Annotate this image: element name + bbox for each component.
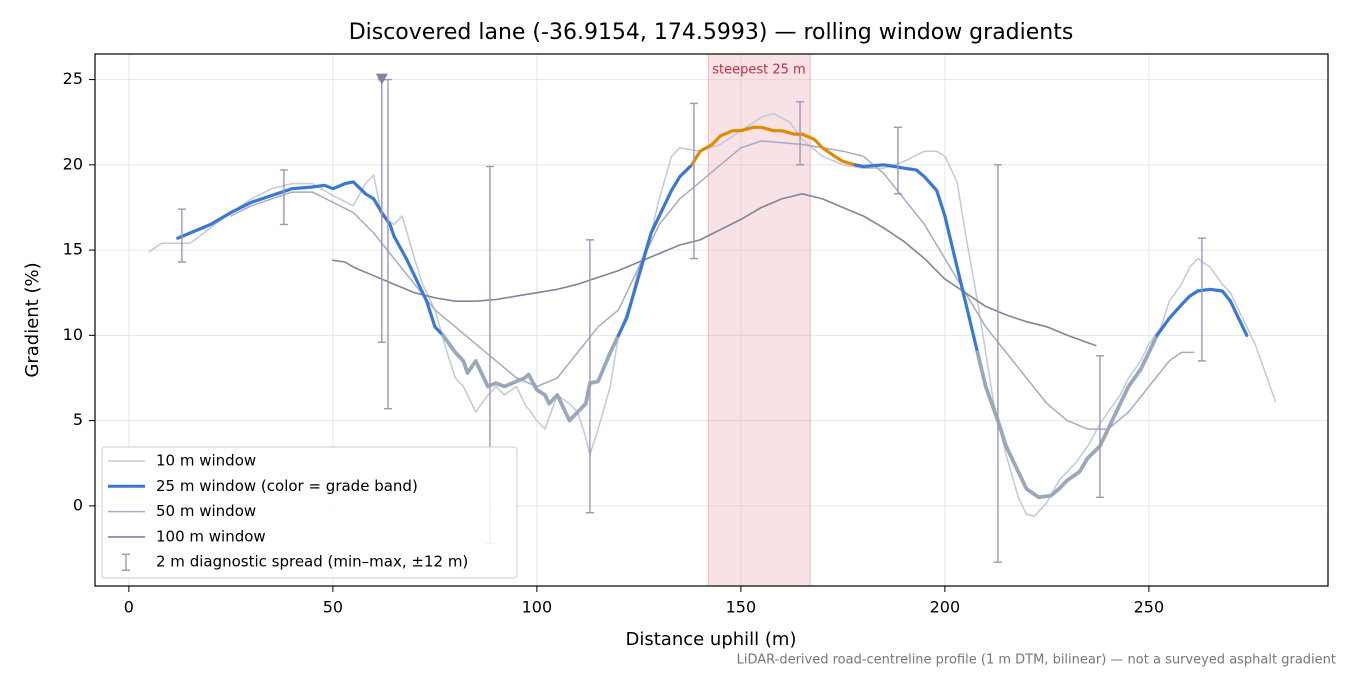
error-bar xyxy=(993,164,1002,563)
error-bar xyxy=(689,102,698,260)
legend-label: 25 m window (color = grade band) xyxy=(156,477,418,495)
error-bar xyxy=(585,239,594,514)
y-tick-label: 10 xyxy=(63,325,83,344)
y-tick-label: 15 xyxy=(63,240,83,259)
x-tick-label: 100 xyxy=(522,598,553,617)
plot-frame xyxy=(94,53,1329,587)
x-axis-label: Distance uphill (m) xyxy=(626,629,797,650)
series-line xyxy=(853,163,980,354)
series-line xyxy=(176,180,445,337)
x-tick-label: 250 xyxy=(1134,598,1165,617)
footnote: LiDAR-derived road-centreline profile (1… xyxy=(737,653,1336,668)
highlight-label: steepest 25 m xyxy=(712,63,805,78)
series-line xyxy=(332,193,1097,347)
legend-box xyxy=(101,446,518,579)
series-line xyxy=(1155,287,1249,337)
x-tick-label: 200 xyxy=(930,598,961,617)
x-tick-label: 150 xyxy=(726,598,757,617)
marker xyxy=(375,73,388,85)
series-line xyxy=(441,333,621,423)
error-bar xyxy=(796,101,805,166)
y-tick-label: 25 xyxy=(63,69,83,88)
chart-title: Discovered lane (-36.9154, 174.5993) — r… xyxy=(349,20,1074,45)
x-tick-label: 0 xyxy=(124,598,134,617)
y-axis-label: Gradient (%) xyxy=(22,262,43,377)
error-bar xyxy=(279,169,288,226)
highlight-span xyxy=(707,54,811,586)
legend-label: 100 m window xyxy=(156,527,266,545)
y-tick-label: 20 xyxy=(63,154,83,173)
legend-label: 2 m diagnostic spread (min–max, ±12 m) xyxy=(156,553,468,571)
error-bar xyxy=(893,126,902,195)
series-line xyxy=(230,140,1195,430)
y-tick-label: 5 xyxy=(73,410,83,429)
x-tick-label: 50 xyxy=(323,598,343,617)
series-line xyxy=(690,125,857,167)
error-bar xyxy=(383,78,392,410)
legend-label: 10 m window xyxy=(156,452,256,470)
error-bar xyxy=(1095,355,1104,499)
error-bar xyxy=(177,208,186,263)
series-line xyxy=(975,333,1159,500)
plot-area xyxy=(148,54,1277,586)
series-line xyxy=(616,163,694,337)
legend-label: 50 m window xyxy=(156,502,256,520)
y-tick-label: 0 xyxy=(73,495,83,514)
error-bar xyxy=(1197,237,1206,362)
